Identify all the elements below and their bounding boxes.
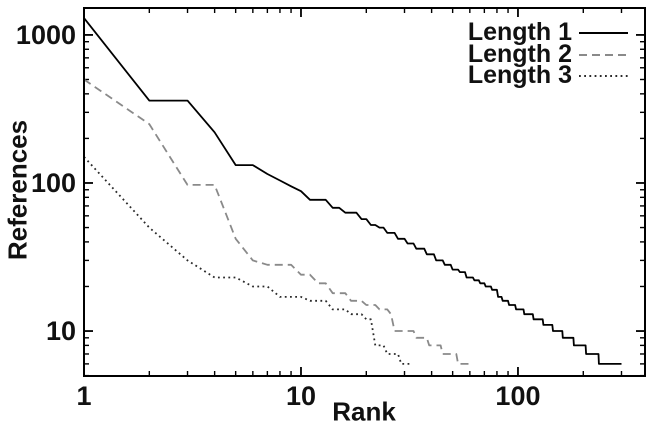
y-tick-label: 10	[46, 316, 76, 346]
x-tick-label: 10	[286, 381, 316, 411]
x-axis-title: Rank	[332, 396, 396, 427]
legend-label-length-3: Length 3	[467, 61, 572, 89]
legend-label-length-1: Length 1	[467, 18, 572, 46]
series-line-length-1	[83, 17, 622, 365]
y-axis-title: References	[2, 119, 33, 261]
plot-border	[83, 7, 646, 377]
series-line-length-3	[83, 156, 411, 365]
legend-label-length-2: Length 2	[467, 40, 572, 68]
x-tick-label: 100	[495, 381, 540, 411]
x-tick-label: 1	[76, 381, 91, 411]
y-tick-label: 100	[31, 168, 76, 198]
series-line-length-2	[83, 78, 473, 365]
y-tick-label: 1000	[16, 20, 76, 50]
